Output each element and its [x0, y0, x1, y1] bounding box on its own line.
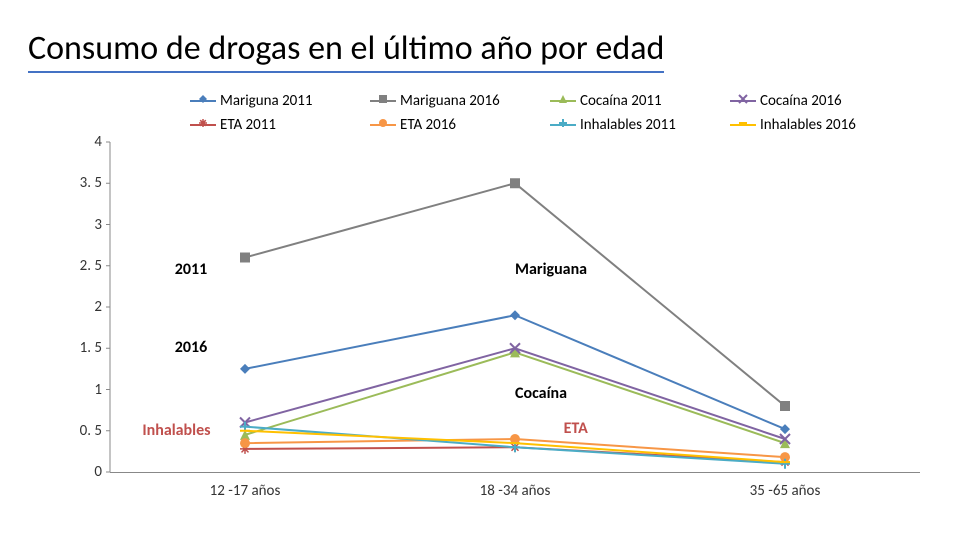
series-marker: [510, 178, 520, 188]
series-marker: [510, 310, 520, 320]
chart-annotation: Mariguana: [515, 260, 587, 279]
y-axis-tick: 1: [62, 381, 102, 399]
y-axis-tick: 3: [62, 216, 102, 234]
chart-container: Mariguna 2011 Mariguana 2016 Cocaína 2011 C…: [60, 92, 930, 500]
y-axis-tick: 2: [62, 298, 102, 316]
legend-item: Cocaína 2016: [730, 92, 910, 110]
y-axis-tick: 4: [62, 133, 102, 151]
chart-annotation: Inhalables: [142, 421, 210, 440]
legend-item: Mariguana 2016: [370, 92, 550, 110]
y-axis-tick: 0. 5: [62, 422, 102, 440]
legend-item: Cocaína 2011: [550, 92, 730, 110]
legend-label: Cocaína 2016: [760, 92, 842, 110]
y-axis-tick: 3. 5: [62, 174, 102, 192]
legend-label: Cocaína 2011: [580, 92, 662, 110]
chart-annotation: 2011: [175, 260, 207, 279]
legend-item: Inhalables 2016: [730, 116, 910, 134]
legend-label: ETA 2011: [220, 116, 276, 134]
y-axis-tick: 0: [62, 463, 102, 481]
series-marker: [240, 438, 250, 448]
series-marker: [780, 401, 790, 411]
legend-item: Mariguna 2011: [190, 92, 370, 110]
chart-plot: 00. 511. 522. 533. 5412 -17 años18 -34 a…: [110, 142, 920, 473]
series-marker: [240, 253, 250, 263]
legend-label: Inhalables 2016: [760, 116, 856, 134]
chart-annotation: ETA: [564, 419, 588, 438]
legend-label: Mariguana 2016: [400, 92, 500, 110]
series-marker: [240, 364, 250, 374]
legend-label: Inhalables 2011: [580, 116, 676, 134]
y-axis-tick: 1. 5: [62, 339, 102, 357]
chart-svg: [110, 142, 920, 472]
y-axis-tick: 2. 5: [62, 257, 102, 275]
page-title: Consumo de drogas en el último año por e…: [28, 28, 664, 73]
series-line: [245, 183, 785, 406]
legend-item: Inhalables 2011: [550, 116, 730, 134]
x-axis-tick: 18 -34 años: [480, 482, 551, 500]
x-axis-tick: 12 -17 años: [210, 482, 281, 500]
chart-annotation: 2016: [175, 338, 207, 357]
legend-label: ETA 2016: [400, 116, 456, 134]
series-marker: [780, 424, 790, 434]
x-axis-tick: 35 -65 años: [750, 482, 821, 500]
chart-annotation: Cocaína: [515, 384, 567, 403]
legend-label: Mariguna 2011: [220, 92, 313, 110]
legend-item: ETA 2011: [190, 116, 370, 134]
legend-item: ETA 2016: [370, 116, 550, 134]
chart-legend: Mariguna 2011 Mariguana 2016 Cocaína 2011 C…: [190, 92, 950, 134]
